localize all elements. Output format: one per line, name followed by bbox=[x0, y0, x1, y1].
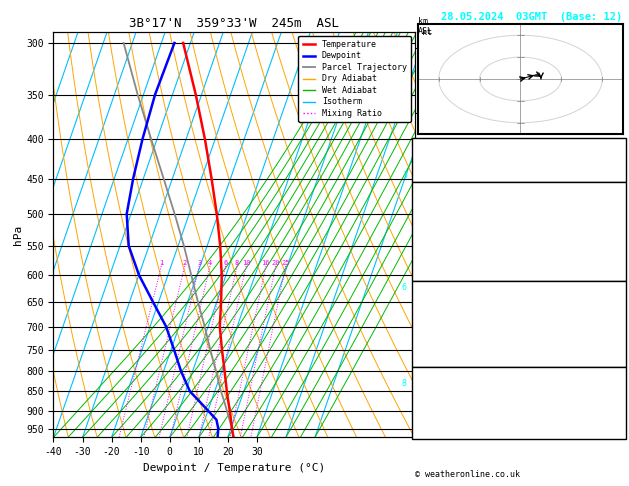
Legend: Temperature, Dewpoint, Parcel Trajectory, Dry Adiabat, Wet Adiabat, Isotherm, Mi: Temperature, Dewpoint, Parcel Trajectory… bbox=[299, 36, 411, 122]
Text: LCL: LCL bbox=[420, 414, 434, 422]
Text: 2: 2 bbox=[182, 260, 187, 266]
Text: Hodograph: Hodograph bbox=[495, 371, 543, 380]
Text: 10: 10 bbox=[242, 260, 250, 266]
Text: 1: 1 bbox=[159, 260, 164, 266]
Title: 3B°17'N  359°33'W  245m  ASL: 3B°17'N 359°33'W 245m ASL bbox=[130, 17, 339, 31]
Text: km
ASL: km ASL bbox=[418, 17, 433, 36]
Text: 41: 41 bbox=[612, 398, 623, 407]
Text: 16: 16 bbox=[262, 260, 270, 266]
Text: 8: 8 bbox=[402, 380, 407, 388]
Text: StmDir: StmDir bbox=[415, 412, 447, 421]
Text: 28.05.2024  03GMT  (Base: 12): 28.05.2024 03GMT (Base: 12) bbox=[441, 12, 622, 22]
Text: 329: 329 bbox=[606, 312, 623, 322]
Text: CAPE (J): CAPE (J) bbox=[415, 340, 458, 349]
Text: 25: 25 bbox=[281, 260, 290, 266]
Text: 327: 327 bbox=[606, 227, 623, 236]
Text: 9: 9 bbox=[617, 340, 623, 349]
Text: θₑ (K): θₑ (K) bbox=[415, 312, 447, 322]
Text: Temp (°C): Temp (°C) bbox=[415, 200, 464, 209]
X-axis label: Dewpoint / Temperature (°C): Dewpoint / Temperature (°C) bbox=[143, 463, 325, 473]
Text: SREH: SREH bbox=[415, 398, 437, 407]
Text: StmSpd (kt): StmSpd (kt) bbox=[415, 425, 474, 434]
Text: 3: 3 bbox=[402, 171, 407, 180]
Text: 6: 6 bbox=[223, 260, 228, 266]
Text: 10: 10 bbox=[612, 425, 623, 434]
Text: Lifted Index: Lifted Index bbox=[415, 241, 480, 250]
Text: PW (cm): PW (cm) bbox=[415, 169, 453, 178]
Text: CAPE (J): CAPE (J) bbox=[415, 254, 458, 263]
Text: CIN (J): CIN (J) bbox=[415, 353, 453, 363]
Text: 3: 3 bbox=[197, 260, 201, 266]
Text: Surface: Surface bbox=[500, 186, 538, 195]
Text: © weatheronline.co.uk: © weatheronline.co.uk bbox=[415, 469, 520, 479]
Text: -3: -3 bbox=[612, 384, 623, 394]
Text: EH: EH bbox=[415, 384, 426, 394]
Text: CIN (J): CIN (J) bbox=[415, 268, 453, 277]
Text: 20.4: 20.4 bbox=[601, 200, 623, 209]
Text: 20: 20 bbox=[271, 260, 280, 266]
Text: kt: kt bbox=[423, 28, 432, 36]
Text: 2.75: 2.75 bbox=[601, 169, 623, 178]
Text: 48: 48 bbox=[612, 155, 623, 164]
Text: 15.7: 15.7 bbox=[601, 213, 623, 223]
Text: 4: 4 bbox=[208, 260, 212, 266]
Text: Pressure (mb): Pressure (mb) bbox=[415, 299, 485, 308]
Text: 0: 0 bbox=[617, 254, 623, 263]
Y-axis label: hPa: hPa bbox=[13, 225, 23, 244]
Text: Dewp (°C): Dewp (°C) bbox=[415, 213, 464, 223]
Text: 30: 30 bbox=[612, 141, 623, 151]
Text: 40: 40 bbox=[612, 353, 623, 363]
Text: Most Unstable: Most Unstable bbox=[484, 285, 554, 295]
Text: θₑ(K): θₑ(K) bbox=[415, 227, 442, 236]
Text: 304°: 304° bbox=[601, 412, 623, 421]
Text: K: K bbox=[415, 141, 421, 151]
Text: Totals Totals: Totals Totals bbox=[415, 155, 485, 164]
Text: 8: 8 bbox=[235, 260, 239, 266]
Text: 2: 2 bbox=[617, 241, 623, 250]
Text: 6: 6 bbox=[402, 283, 407, 292]
Text: 0: 0 bbox=[617, 268, 623, 277]
Y-axis label: Mixing Ratio (g/kg): Mixing Ratio (g/kg) bbox=[454, 187, 462, 282]
Text: Lifted Index: Lifted Index bbox=[415, 326, 480, 335]
Text: 800: 800 bbox=[606, 299, 623, 308]
Text: 0: 0 bbox=[617, 326, 623, 335]
